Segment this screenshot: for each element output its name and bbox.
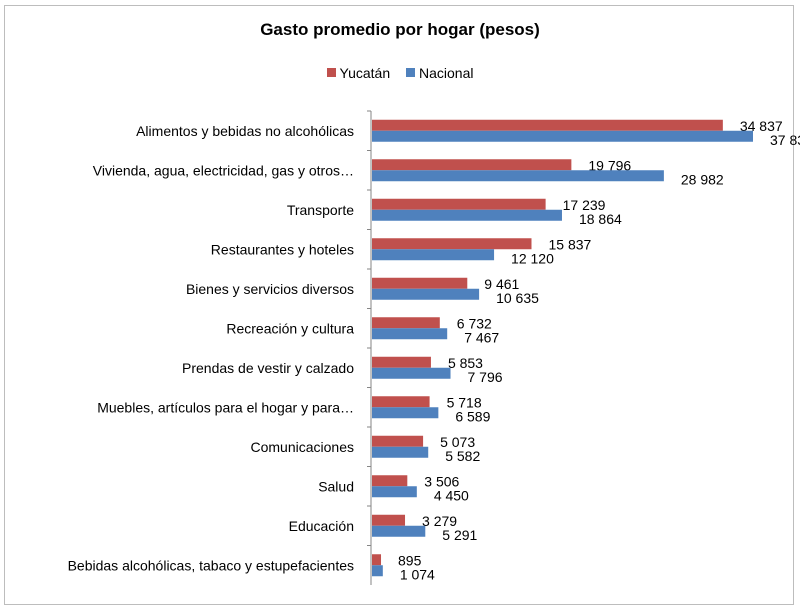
category-label: Comunicaciones: [251, 439, 355, 455]
category-label: Transporte: [287, 202, 354, 218]
bar-nacional: [372, 249, 495, 261]
data-label-nacional: 12 120: [511, 250, 554, 266]
data-label-yucatan: 34 837: [740, 118, 783, 134]
bar-yucatan: [372, 356, 431, 368]
bar-yucatan: [372, 277, 468, 289]
data-label-nacional: 5 582: [445, 448, 480, 464]
bar-yucatan: [372, 514, 406, 526]
bar-nacional: [372, 288, 480, 300]
data-label-yucatan: 15 837: [548, 236, 591, 252]
data-label-yucatan: 5 718: [447, 394, 482, 410]
bar-yucatan: [372, 396, 430, 408]
bar-nacional: [372, 486, 417, 498]
bar-nacional: [372, 525, 426, 537]
bar-yucatan: [372, 119, 723, 131]
bar-yucatan: [372, 554, 382, 566]
data-label-yucatan: 5 853: [448, 355, 483, 371]
data-label-nacional: 37 831: [770, 132, 800, 148]
legend: Yucatán Nacional: [0, 64, 800, 81]
data-label-nacional: 7 467: [464, 329, 499, 345]
category-label: Muebles, artículos para el hogar y para…: [97, 399, 354, 415]
bar-nacional: [372, 209, 562, 221]
chart-frame: [4, 5, 794, 605]
data-label-nacional: 4 450: [434, 487, 469, 503]
category-label: Alimentos y bebidas no alcohólicas: [136, 123, 354, 139]
data-label-yucatan: 895: [398, 552, 422, 568]
bar-yucatan: [372, 238, 532, 250]
bar-nacional: [372, 446, 429, 458]
bar-nacional: [372, 407, 439, 419]
data-label-yucatan: 9 461: [484, 276, 519, 292]
bar-yucatan: [372, 435, 424, 447]
bar-nacional: [372, 130, 753, 142]
data-label-nacional: 1 074: [400, 566, 435, 582]
category-label: Restaurantes y hoteles: [211, 241, 354, 257]
legend-label-yucatan: Yucatán: [339, 64, 391, 81]
bar-yucatan: [372, 317, 440, 329]
data-label-yucatan: 17 239: [563, 197, 606, 213]
legend-swatch-nacional: [406, 68, 415, 77]
category-label: Vivienda, agua, electricidad, gas y otro…: [93, 162, 354, 178]
category-label: Bebidas alcohólicas, tabaco y estupefaci…: [68, 557, 354, 573]
bar-yucatan: [372, 198, 546, 210]
chart-title: Gasto promedio por hogar (pesos): [260, 20, 540, 39]
data-label-yucatan: 3 506: [424, 473, 459, 489]
data-label-nacional: 28 982: [681, 171, 724, 187]
legend-item-yucatan: Yucatán: [326, 64, 391, 81]
data-label-yucatan: 6 732: [457, 315, 492, 331]
data-label-nacional: 7 796: [468, 369, 503, 385]
data-label-nacional: 6 589: [455, 408, 490, 424]
data-label-nacional: 18 864: [579, 211, 622, 227]
legend-swatch-yucatan: [326, 68, 336, 77]
legend-label-nacional: Nacional: [419, 64, 474, 81]
legend-item-nacional: Nacional: [406, 65, 473, 81]
category-label: Educación: [289, 518, 354, 534]
data-label-nacional: 5 291: [442, 527, 477, 543]
category-label: Prendas de vestir y calzado: [182, 360, 354, 376]
category-label: Salud: [318, 478, 354, 494]
bar-yucatan: [372, 475, 408, 487]
data-label-yucatan: 5 073: [440, 434, 475, 450]
category-label: Recreación y cultura: [226, 320, 354, 336]
data-label-yucatan: 3 279: [422, 513, 457, 529]
bar-yucatan: [372, 159, 572, 171]
data-label-yucatan: 19 796: [588, 157, 631, 173]
category-label: Bienes y servicios diversos: [186, 281, 354, 297]
bar-nacional: [372, 565, 383, 577]
bar-nacional: [372, 367, 451, 379]
bar-nacional: [372, 328, 448, 340]
bar-nacional: [372, 170, 664, 182]
data-label-nacional: 10 635: [496, 290, 539, 306]
